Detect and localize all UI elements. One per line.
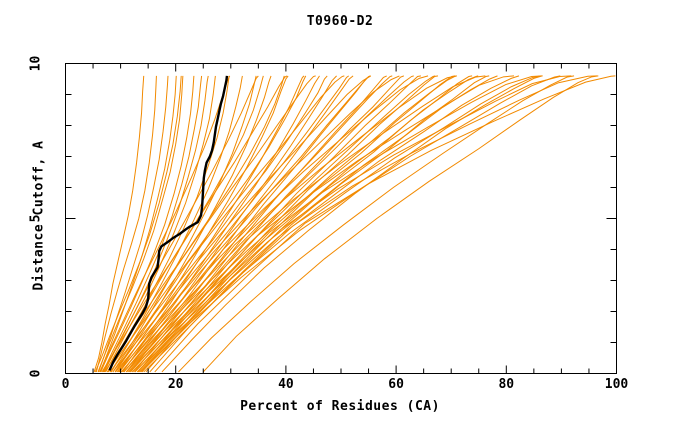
model-curve xyxy=(120,75,414,373)
model-curve xyxy=(118,75,372,373)
model-curve xyxy=(126,75,457,373)
model-curve xyxy=(118,75,393,373)
model-curve xyxy=(131,75,498,373)
model-curve xyxy=(106,75,288,373)
model-curve xyxy=(98,75,169,373)
model-curve xyxy=(106,75,307,373)
model-curve xyxy=(95,75,157,373)
model-curve xyxy=(140,75,561,373)
model-curve xyxy=(112,75,349,373)
x-tick-label: 80 xyxy=(498,377,515,392)
x-tick-label: 60 xyxy=(388,377,404,392)
model-curve-group xyxy=(93,75,616,373)
model-curve xyxy=(94,75,182,373)
axes-frame xyxy=(65,63,617,374)
model-curve xyxy=(97,75,184,373)
x-tick-label: 40 xyxy=(278,377,294,392)
model-curve xyxy=(102,75,203,373)
model-curve xyxy=(112,75,257,373)
model-curve xyxy=(122,75,400,373)
model-curve xyxy=(134,75,520,373)
model-curve xyxy=(126,75,429,373)
reference-curve-group xyxy=(108,75,229,371)
model-curve xyxy=(125,75,354,373)
model-curve xyxy=(202,75,599,373)
model-curve xyxy=(109,75,328,373)
model-curve xyxy=(110,75,316,373)
x-tick-label: 20 xyxy=(167,377,184,392)
model-curve xyxy=(141,75,543,373)
model-curve xyxy=(101,75,264,373)
model-curve xyxy=(137,75,541,373)
reference-curve xyxy=(108,75,229,371)
model-curve xyxy=(178,75,575,373)
model-curve xyxy=(141,75,473,373)
model-curve xyxy=(115,75,371,373)
y-tick-label: 0 xyxy=(28,369,43,377)
model-curve xyxy=(154,75,616,373)
model-curve xyxy=(119,75,305,373)
model-curve xyxy=(121,75,320,373)
x-tick-label: 100 xyxy=(604,377,629,392)
model-curve xyxy=(130,75,457,373)
model-curve xyxy=(161,75,543,373)
model-curve xyxy=(99,75,177,373)
model-curve xyxy=(116,75,289,373)
model-curve xyxy=(93,75,145,373)
y-tick-label: 10 xyxy=(28,55,43,71)
chart-title: T0960-D2 xyxy=(306,14,374,29)
y-tick-label: 5 xyxy=(28,214,43,222)
model-curve xyxy=(123,75,436,373)
model-curve xyxy=(145,75,572,373)
model-curve xyxy=(114,75,345,373)
model-curve xyxy=(133,75,486,373)
model-curve xyxy=(138,75,456,373)
model-curve xyxy=(100,75,195,373)
x-axis-label: Percent of Residues (CA) xyxy=(240,399,440,414)
x-tick-label: 0 xyxy=(61,377,70,392)
model-curve xyxy=(132,75,404,373)
model-curve xyxy=(137,75,515,373)
